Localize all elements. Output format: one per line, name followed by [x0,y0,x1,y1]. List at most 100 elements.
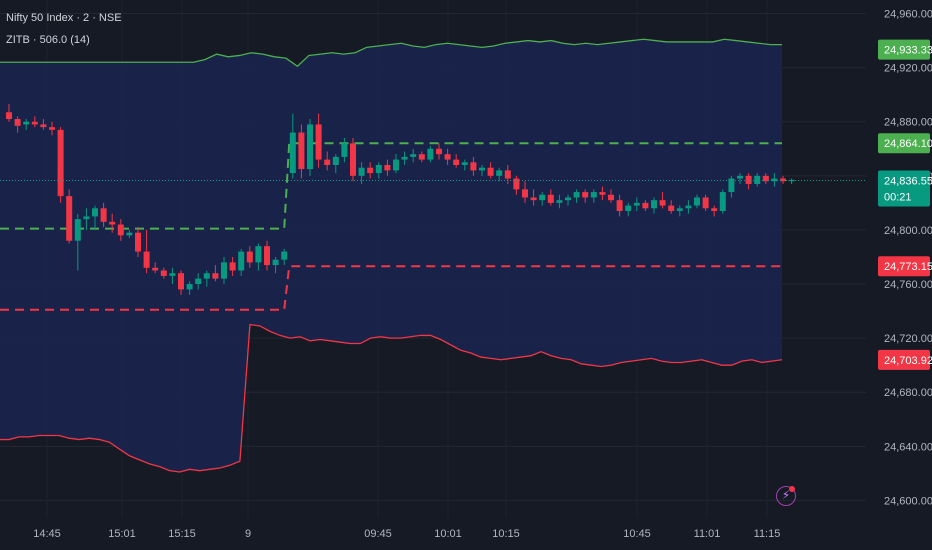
candle [186,284,193,290]
y-tick-label: 24,640.00 [884,441,932,453]
x-tick-label: 15:01 [108,528,136,540]
candle [393,159,399,171]
y-tick-label: 24,960.00 [884,9,932,21]
candle [504,170,511,179]
alert-dot [789,486,795,492]
candle [31,121,38,125]
candle [719,192,726,211]
candle [633,202,640,206]
candle [160,270,167,276]
mid-lower-line [0,265,782,311]
candle [728,178,735,193]
x-tick-label: 9 [245,528,251,540]
price-tag [878,349,930,370]
candle [410,154,417,157]
candle [444,154,451,160]
candle [324,159,331,166]
candle [221,262,227,279]
candle [212,273,219,279]
candle [453,159,460,166]
band-fill [0,39,782,472]
candle [771,178,778,182]
candle [307,124,313,170]
x-tick-label: 10:01 [434,528,462,540]
candle [539,194,546,201]
price-tag-label: 24,864.10 [884,138,932,150]
candle [135,232,141,252]
candle [169,273,176,276]
y-tick-label: 24,800.00 [884,225,932,237]
candle [513,178,520,190]
candle [461,162,468,166]
candle [590,192,597,198]
candle [522,189,528,198]
candle [272,259,279,266]
candle [556,200,563,203]
y-tick-label: 24,600.00 [884,495,932,507]
candle [668,205,675,211]
candle [358,167,365,176]
candle [754,175,761,184]
price-tag [878,133,930,154]
candle [83,216,90,220]
price-tag-label: 24,933.33 [884,45,932,57]
candle [625,205,632,211]
candle [659,200,666,206]
candle [599,192,606,195]
candle [530,197,537,201]
candle [341,143,348,157]
x-tick-label: 10:15 [492,528,520,540]
candle [66,196,73,241]
candle [418,154,425,160]
candle [375,165,382,174]
candle [350,143,356,176]
candle [582,192,589,198]
candle [642,202,649,209]
candle [238,251,245,271]
candle [298,132,305,170]
countdown-label: 00:21 [884,191,912,203]
x-tick-label: 14:45 [33,528,61,540]
candle [367,167,374,174]
candle [479,167,485,171]
y-tick-label: 24,760.00 [884,279,932,291]
candle [289,132,296,174]
candle [711,208,718,211]
x-tick-label: 10:45 [623,528,651,540]
candle [676,208,683,211]
candle [143,251,150,268]
candle [565,197,571,201]
symbol-title[interactable]: Nifty 50 Index · 2 · NSE [6,12,122,24]
candle [255,246,262,263]
candle [702,197,709,209]
indicator-legend[interactable]: ZITB · 506.0 (14) [6,34,90,46]
x-tick-label: 11:15 [754,528,781,540]
price-tag-label: 24,703.92 [884,355,932,367]
candle [74,219,81,241]
price-tag [878,39,930,60]
candle [332,156,339,166]
x-tick-label: 15:15 [168,528,196,540]
x-tick-label: 11:01 [694,528,721,540]
y-tick-label: 24,880.00 [884,117,932,129]
candle [6,112,12,120]
candle [427,148,434,160]
candle [315,124,322,160]
y-tick-label: 24,920.00 [884,63,932,75]
candle [49,127,55,130]
y-tick-label: 24,680.00 [884,387,932,399]
candle [496,170,503,176]
candle [780,178,786,182]
candle [694,197,700,206]
candle [92,208,98,217]
candle [573,192,580,198]
candle [547,194,554,203]
candle [401,156,408,160]
lightning-icon[interactable]: ⚡ [776,486,796,506]
candle [126,232,133,236]
candle [436,148,442,155]
candle [384,165,391,171]
price-tag [878,256,930,277]
